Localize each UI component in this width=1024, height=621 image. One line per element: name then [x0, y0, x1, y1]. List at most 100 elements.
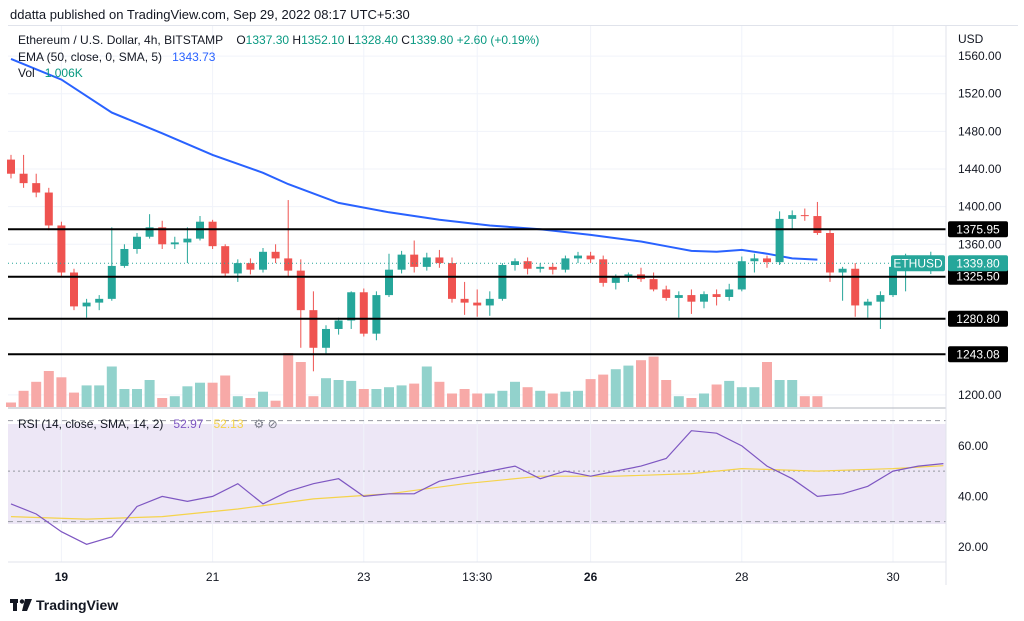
volume-bar: [648, 356, 659, 407]
volume-bar: [106, 366, 117, 407]
candle-body: [611, 276, 620, 283]
volume-bar: [421, 366, 432, 407]
candle-body: [548, 266, 557, 270]
volume-bar: [321, 378, 331, 407]
volume-bar: [245, 398, 256, 407]
candle-body: [158, 227, 167, 245]
candle-body: [624, 274, 633, 277]
volume-bar: [396, 385, 407, 407]
volume-bar: [346, 380, 357, 407]
volume-bar: [573, 390, 583, 407]
level-price-tag: [948, 346, 1008, 363]
candle-body: [372, 295, 381, 334]
volume-bar: [497, 390, 508, 407]
volume-label: Vol: [18, 66, 35, 80]
close-label: C: [401, 33, 410, 47]
volume-bar: [18, 390, 29, 407]
volume-bar: [157, 398, 168, 407]
candle-body: [662, 289, 671, 298]
price-tick-label: 1440.00: [958, 162, 1002, 176]
volume-bar: [371, 389, 382, 407]
ema-label: EMA (50, close, 0, SMA, 5): [18, 50, 163, 64]
rsi-sma-line: [10, 465, 944, 520]
candle-body: [725, 289, 734, 297]
ema-legend[interactable]: EMA (50, close, 0, SMA, 5) 1343.73: [18, 50, 215, 64]
time-tick-label: 13:30: [462, 570, 492, 584]
volume-bar: [384, 387, 394, 407]
volume-bar: [560, 391, 571, 407]
tradingview-logo[interactable]: TradingView: [10, 597, 118, 613]
time-tick-label: 19: [55, 570, 69, 584]
volume-bar: [295, 362, 306, 407]
symbol-title: Ethereum / U.S. Dollar, 4h, BITSTAMP: [18, 33, 223, 47]
rsi-tick-label: 20.00: [958, 540, 988, 554]
candle-body: [511, 261, 519, 265]
volume-bar: [547, 393, 558, 407]
candle-body: [889, 266, 897, 296]
volume-bar: [711, 384, 722, 407]
candle-body: [700, 294, 708, 302]
open-label: O: [236, 33, 246, 47]
volume-bar: [636, 360, 646, 407]
candle-body: [246, 263, 255, 270]
candle-body: [7, 159, 15, 174]
volume-bar: [686, 398, 697, 407]
volume-value: 1.006K: [44, 66, 83, 80]
volume-bar: [585, 379, 596, 407]
candle-body: [813, 216, 822, 233]
candle-body: [322, 328, 330, 348]
volume-bar: [333, 380, 344, 407]
candle-body: [649, 279, 658, 290]
candle-body: [347, 292, 356, 321]
volume-bar: [434, 381, 445, 407]
volume-bar: [258, 391, 268, 407]
settings-icon[interactable]: ⚙: [253, 417, 265, 431]
volume-bar: [522, 387, 533, 407]
level-price-tag-text: 1375.95: [956, 222, 1000, 236]
candle-body: [435, 257, 444, 264]
candle-body: [233, 263, 242, 274]
volume-bar: [484, 393, 495, 407]
candle-body: [120, 248, 129, 266]
candle-body: [359, 292, 368, 334]
high-value: 1352.10: [301, 33, 345, 47]
hide-icon[interactable]: ⊘: [267, 417, 278, 431]
volume-legend[interactable]: Vol 1.006K: [18, 66, 83, 80]
price-tick-label: 1560.00: [958, 49, 1002, 63]
volume-bar: [69, 392, 79, 407]
symbol-legend[interactable]: Ethereum / U.S. Dollar, 4h, BITSTAMP O13…: [18, 33, 539, 47]
level-price-tag-text: 1243.08: [956, 347, 1000, 361]
time-tick-label: 30: [886, 570, 900, 584]
candle-body: [448, 263, 456, 299]
level-price-tag: [948, 310, 1008, 327]
brand-name: TradingView: [36, 597, 119, 613]
volume-bar: [699, 393, 709, 407]
candle-body: [763, 258, 771, 263]
volume-bar: [598, 374, 609, 407]
rsi-label: RSI (14, close, SMA, 14, 2): [18, 417, 164, 431]
volume-bar: [358, 389, 369, 407]
volume-bar: [510, 381, 520, 407]
volume-bar: [799, 396, 810, 407]
last-price-tag: [948, 255, 1008, 272]
rsi-value: 52.97: [173, 417, 204, 431]
candle-body: [170, 242, 179, 245]
candle-body: [309, 310, 318, 348]
candle-body: [385, 269, 393, 296]
chart-frame: [8, 25, 1018, 586]
candle-body: [775, 218, 784, 263]
candle-body: [737, 261, 746, 290]
rsi-tick-label: 60.00: [958, 439, 988, 453]
candle-body: [95, 298, 104, 303]
candle-body: [561, 258, 570, 270]
volume-bar: [673, 396, 684, 407]
open-value: 1337.30: [245, 33, 290, 47]
volume-bar: [749, 387, 760, 407]
level-price-tag-text: 1325.50: [956, 270, 1000, 284]
candle-body: [334, 320, 343, 329]
volume-bar: [283, 353, 294, 407]
rsi-legend[interactable]: RSI (14, close, SMA, 14, 2) 52.97 52.13 …: [18, 417, 278, 431]
candle-body: [44, 192, 53, 226]
volume-bar: [144, 380, 155, 407]
